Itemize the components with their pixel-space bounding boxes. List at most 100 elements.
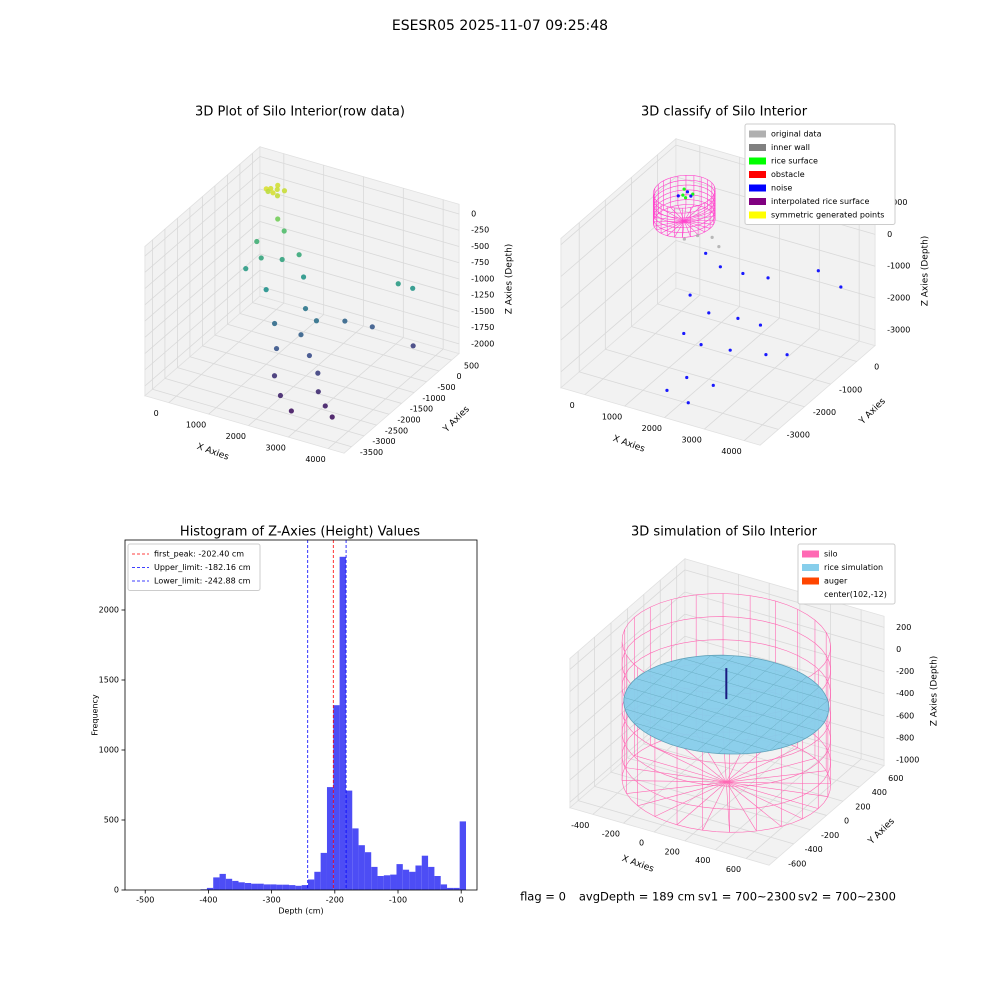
rice-mesh [741, 686, 820, 755]
wireframe [684, 215, 715, 222]
rice-mesh [647, 670, 825, 723]
bar [308, 879, 315, 890]
y-tick-label: 600 [888, 774, 903, 783]
chart-title: Histogram of Z-Axies (Height) Values [180, 525, 420, 540]
wireframe [684, 219, 716, 222]
point [288, 408, 294, 414]
bar [219, 873, 226, 890]
figure-title: ESESR05 2025-11-07 09:25:48 [392, 18, 608, 34]
point [816, 269, 820, 273]
bar [415, 865, 422, 890]
wireframe [683, 220, 699, 236]
bar [333, 705, 340, 890]
bar [289, 885, 296, 890]
z-tick-label: -1750 [471, 323, 494, 332]
point [315, 389, 321, 395]
point [313, 318, 320, 324]
point [271, 320, 278, 327]
x-tick-label: -200 [326, 896, 344, 905]
grid-line [684, 635, 885, 695]
grid-line [627, 757, 827, 816]
x-tick-label: -200 [602, 830, 620, 839]
z-tick-label: -3000 [887, 325, 910, 334]
x-tick-label: 600 [726, 865, 741, 874]
point [410, 343, 416, 349]
y-tick-label: 0 [114, 886, 119, 895]
legend-label: noise [771, 184, 792, 193]
footer-text: flag = 0 [520, 890, 566, 904]
footer-text: avgDepth = 189 cm [579, 890, 695, 904]
legend-swatch [749, 211, 766, 219]
grid-line [569, 569, 686, 670]
bar [434, 876, 441, 890]
grid-line [259, 204, 460, 264]
grid-line [594, 786, 794, 845]
z-tick-label: -400 [896, 689, 914, 698]
silo-wireframe [726, 781, 828, 797]
bar [358, 845, 365, 890]
grid-line [675, 208, 876, 267]
legend-swatch [749, 130, 766, 138]
wireframe [684, 208, 708, 222]
grid-line [704, 329, 820, 430]
point [263, 287, 269, 293]
bar [251, 883, 258, 890]
point [683, 196, 688, 200]
z-axis-label: Z Axies (Depth) [921, 236, 931, 307]
point [741, 271, 745, 276]
z-tick-label: -1250 [471, 291, 494, 300]
legend-label: silo [824, 550, 838, 559]
bar [225, 878, 233, 890]
bar [213, 877, 220, 890]
legend-label: Upper_limit: -182.16 cm [154, 563, 251, 572]
bar [396, 864, 403, 890]
x-tick-label: 4000 [305, 455, 325, 464]
wireframe [667, 220, 685, 236]
bar [320, 852, 327, 890]
point [322, 403, 328, 409]
point [785, 353, 789, 357]
grid-line [227, 323, 427, 383]
grid-line [144, 156, 261, 257]
y-tick-label: 400 [872, 788, 887, 797]
silo-wireframe [726, 758, 816, 783]
point [342, 318, 348, 324]
bar [447, 887, 454, 890]
silo-wireframe [676, 781, 727, 826]
rice-mesh [662, 663, 829, 713]
z-tick-label: 0 [896, 645, 901, 654]
grid-line [259, 269, 460, 329]
point [704, 251, 708, 255]
bar [371, 866, 378, 890]
rice-mesh [710, 655, 820, 687]
x-tick-label: -500 [136, 896, 154, 905]
bar [295, 885, 302, 890]
y-tick-label: 1000 [99, 746, 119, 755]
grid-line [684, 591, 885, 650]
point [298, 332, 304, 338]
legend-swatch [749, 198, 766, 205]
y-tick-label: -3500 [360, 448, 383, 457]
bar [206, 887, 214, 890]
point [758, 323, 763, 327]
grid-line [259, 237, 460, 296]
point [274, 193, 281, 199]
point [676, 194, 680, 198]
grid-line [144, 188, 261, 289]
y-tick-label: 1500 [99, 676, 119, 685]
x-axis-label: X Axies [620, 854, 655, 875]
wireframe [653, 220, 685, 223]
bar [263, 884, 271, 890]
silo-wireframe [702, 781, 727, 831]
z-tick-label: -1000 [471, 274, 494, 283]
legend-box [744, 123, 896, 225]
z-tick-label: -250 [471, 226, 489, 235]
silo-wireframe [726, 770, 827, 783]
x-tick-label: 0 [459, 896, 464, 905]
y-tick-label: -200 [821, 831, 839, 840]
y-tick-label: -2500 [385, 426, 408, 435]
grid-line [144, 172, 261, 273]
grid-line [684, 613, 885, 672]
y-tick-label: -2000 [813, 408, 836, 417]
legend-box [127, 543, 261, 591]
